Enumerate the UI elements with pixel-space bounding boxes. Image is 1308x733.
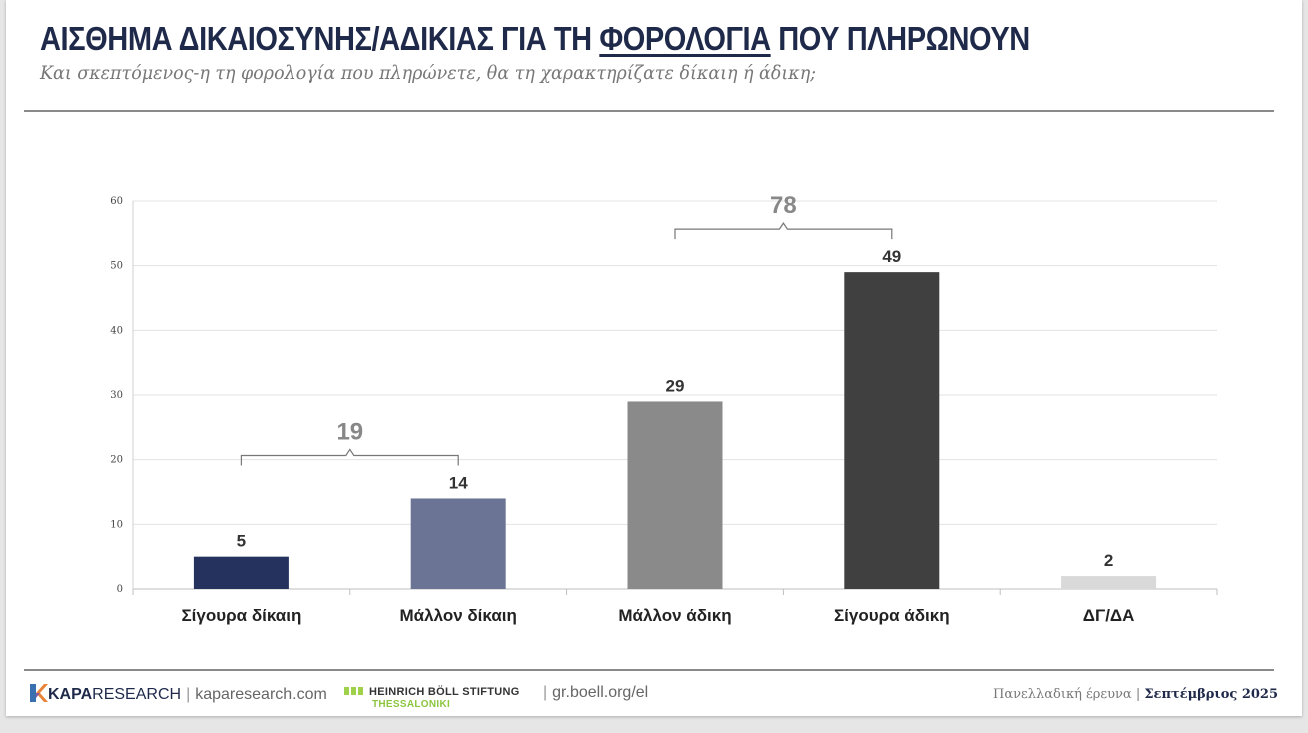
- x-tick-label: Σίγουρα άδικη: [834, 606, 950, 625]
- y-tick-label: 20: [110, 455, 123, 466]
- header-divider: [24, 110, 1274, 112]
- x-tick-label: Μάλλον άδικη: [618, 606, 731, 625]
- group-bracket: [674, 222, 893, 240]
- bar: [193, 556, 289, 589]
- kapa-link[interactable]: kaparesearch.com: [195, 686, 327, 703]
- x-tick-label: Μάλλον δίκαιη: [400, 606, 517, 625]
- group-total-label: 78: [770, 192, 797, 219]
- data-label: 29: [666, 376, 685, 395]
- bar: [627, 401, 723, 589]
- y-tick-label: 30: [110, 390, 123, 401]
- boell-logo: HEINRICH BÖLL STIFTUNG THESSALONIKI: [344, 686, 520, 710]
- group-total-label: 19: [336, 418, 363, 445]
- survey-info: Πανελλαδική έρευνα | Σεπτέμβριος 2025: [993, 687, 1278, 702]
- kapa-logo-icon: [30, 684, 48, 702]
- y-tick-label: 10: [110, 519, 123, 530]
- bar: [410, 498, 506, 589]
- y-tick-label: 50: [110, 261, 123, 272]
- slide: [6, 0, 1302, 716]
- kapa-footer: KAPARESEARCH | kaparesearch.com: [30, 684, 327, 704]
- page-subtitle: Και σκεπτόμενος-η τη φορολογία που πληρώ…: [40, 62, 817, 84]
- data-label: 14: [449, 473, 468, 492]
- x-tick-label: ΔΓ/ΔΑ: [1083, 606, 1135, 625]
- page-title: ΑΙΣΘΗΜΑ ΔΙΚΑΙΟΣΥΝΗΣ/ΑΔΙΚΙΑΣ ΓΙΑ ΤΗ ΦΟΡΟΛ…: [40, 20, 1030, 57]
- bar: [844, 272, 940, 589]
- data-label: 5: [237, 532, 246, 551]
- y-tick-label: 40: [110, 325, 123, 336]
- y-tick-label: 0: [117, 584, 123, 595]
- bar: [1061, 576, 1157, 589]
- data-label: 49: [882, 247, 901, 266]
- boell-link[interactable]: gr.boell.org/el: [552, 684, 649, 701]
- y-tick-label: 60: [110, 196, 123, 207]
- x-tick-label: Σίγουρα δίκαιη: [181, 606, 301, 625]
- boell-footer: | gr.boell.org/el: [543, 684, 649, 701]
- footer-divider: [24, 669, 1274, 671]
- group-bracket: [240, 448, 459, 466]
- data-label: 2: [1104, 551, 1113, 570]
